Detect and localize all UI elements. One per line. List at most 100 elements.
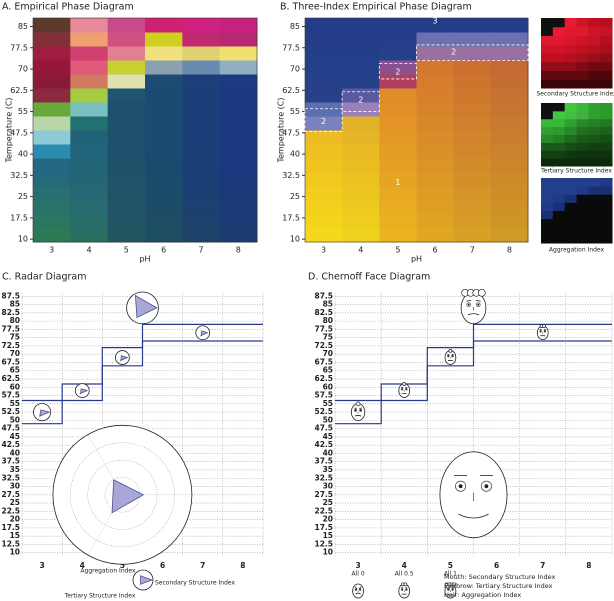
inset-cell (552, 202, 566, 211)
inset-cell (600, 126, 613, 135)
inset-cell (541, 26, 554, 36)
heat-cell (219, 186, 258, 201)
heat-cell (182, 46, 221, 61)
heat-cell (182, 18, 221, 33)
inset-cell (600, 234, 613, 244)
face-eyebrow (358, 586, 362, 590)
face-eyebrow (446, 586, 450, 590)
region-label: 2 (358, 96, 363, 105)
y-tick-label: 85 (290, 22, 300, 31)
phase-boundary (22, 323, 263, 402)
y-tick-label: 70 (323, 349, 333, 358)
inset-cell (588, 61, 601, 71)
inset-cell (576, 35, 589, 45)
y-tick-label: 65 (323, 366, 333, 375)
heat-cell (70, 228, 109, 243)
heat-cell (305, 18, 343, 33)
heat-cell (33, 18, 71, 33)
y-tick-label: 32.5 (314, 473, 333, 482)
inset-cell (600, 70, 613, 80)
x-tick-label: 7 (470, 246, 475, 255)
x-tick-label: 8 (236, 246, 241, 255)
inset-cell (564, 226, 577, 236)
chart-title: C. Radar Diagram (2, 272, 86, 283)
y-tick-label: 80 (323, 316, 333, 325)
legend-face-label: All 1 (444, 571, 457, 578)
inset-cell (576, 126, 589, 135)
inset-cell (552, 110, 566, 120)
y-tick-label: 82.5 (314, 308, 333, 317)
inset-cell (552, 18, 566, 28)
inset-cell (576, 18, 589, 28)
x-tick-label: 6 (494, 561, 499, 570)
inset-cell (541, 134, 554, 143)
face-eyebrow (354, 586, 358, 590)
inset-cell (600, 44, 613, 54)
heat-cell (342, 46, 380, 61)
inset-cell (541, 226, 554, 236)
heat-cell (453, 88, 492, 103)
face-pupil (401, 588, 403, 591)
inset-cell (564, 35, 577, 45)
y-tick-label: 45 (323, 432, 333, 441)
heat-cell (182, 130, 221, 145)
y-tick-label: 77.5 (314, 324, 333, 333)
inset-cell (552, 178, 566, 187)
heat-cell (453, 32, 492, 47)
x-tick-label: 3 (355, 561, 360, 570)
inset-cell (600, 18, 613, 28)
inset-cell (541, 70, 554, 80)
inset-cell (552, 194, 566, 203)
inset-cell (576, 118, 589, 128)
inset-cell (588, 103, 601, 112)
inset-cell (552, 234, 566, 244)
y-tick-label: 87.5 (314, 291, 333, 300)
inset-cell (588, 186, 601, 195)
inset-cell (588, 134, 601, 143)
heat-cell (107, 88, 146, 103)
y-tick-label: 15 (323, 531, 333, 540)
face-eyebrow (359, 407, 363, 409)
inset-cell (588, 44, 601, 54)
heat-cell (416, 60, 455, 75)
inset-cell (552, 142, 566, 151)
inset-cell (541, 18, 554, 28)
y-tick-label: 70 (10, 349, 20, 358)
y-tick-label: 60 (323, 382, 333, 391)
y-tick-label: 72.5 (314, 341, 333, 350)
heat-cell (416, 214, 455, 229)
y-tick-label: 47.5 (1, 424, 20, 433)
y-tick-label: 62.5 (314, 374, 333, 383)
heat-cell (219, 214, 258, 229)
heat-cell (107, 144, 146, 159)
heat-cell (33, 186, 71, 201)
heat-cell (145, 130, 183, 145)
heat-cell (219, 46, 258, 61)
heat-cell (305, 102, 343, 117)
inset-cell (541, 79, 554, 89)
heat-cell (219, 88, 258, 103)
inset-cell (564, 234, 577, 244)
heat-cell (379, 46, 417, 61)
heat-cell (70, 88, 109, 103)
inset-cell (600, 218, 613, 228)
heat-cell (219, 228, 258, 243)
heat-cell (342, 130, 380, 145)
chart-title: B. Three-Index Empirical Phase Diagram (280, 2, 472, 13)
y-tick-label: 62.5 (1, 374, 20, 383)
face-hair (403, 582, 408, 587)
face-pupil (451, 588, 454, 591)
heat-cell (416, 228, 455, 243)
x-tick-label: 3 (49, 246, 54, 255)
plot-frame (304, 17, 529, 243)
y-tick-label: 10 (10, 548, 20, 557)
heat-cell (305, 172, 343, 187)
y-tick-label: 67.5 (1, 357, 20, 366)
heat-cell (453, 60, 492, 75)
y-tick-label: 30 (10, 482, 20, 491)
x-tick-label: 4 (402, 561, 407, 570)
y-tick-label: 15 (10, 531, 20, 540)
heat-cell (305, 214, 343, 229)
face-hair (355, 401, 361, 407)
